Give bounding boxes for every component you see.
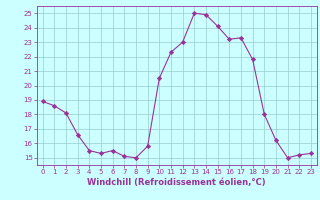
X-axis label: Windchill (Refroidissement éolien,°C): Windchill (Refroidissement éolien,°C) — [87, 178, 266, 187]
